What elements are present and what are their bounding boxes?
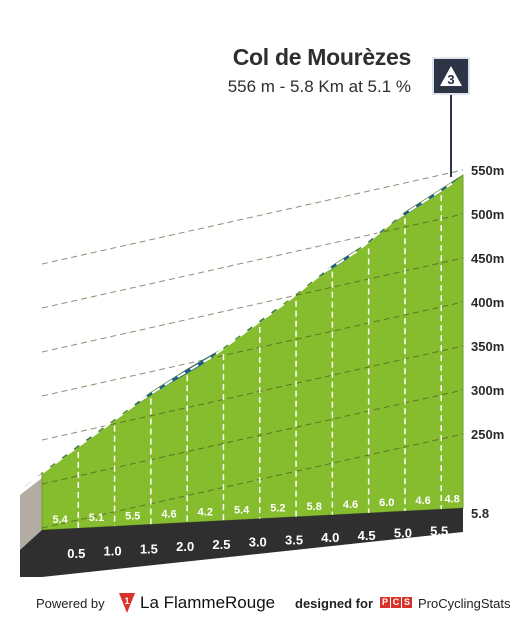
pcs-letter: P bbox=[380, 597, 390, 608]
flamme-rouge-logo-icon: 1 bbox=[119, 593, 135, 613]
elevation-gridline bbox=[41, 301, 464, 397]
segment-gradient-label: 4.6 bbox=[415, 495, 430, 507]
climb-stats: 556 m - 5.8 Km at 5.1 % bbox=[227, 77, 411, 96]
profile-fill bbox=[41, 174, 464, 531]
x-tick-label: 5.0 bbox=[394, 526, 412, 541]
category-triangle-icon bbox=[440, 66, 462, 86]
x-tick-label: 4.5 bbox=[358, 528, 376, 543]
elevation-gridline bbox=[41, 257, 464, 353]
pcs-logo: P C S bbox=[380, 597, 412, 608]
x-end-label: 5.8 bbox=[471, 506, 489, 521]
elevation-gridline bbox=[41, 345, 464, 441]
x-tick-label: 4.0 bbox=[321, 530, 339, 545]
x-tick-label: 0.5 bbox=[67, 546, 85, 561]
road-band bbox=[20, 175, 463, 490]
x-tick-label: 3.5 bbox=[285, 532, 303, 547]
distance-base bbox=[20, 508, 463, 577]
y-tick-label: 400m bbox=[471, 295, 504, 310]
climb-title: Col de Mourèzes bbox=[232, 44, 412, 70]
powered-by-label: Powered by bbox=[36, 596, 105, 611]
chart-labels: 250m 300m 350m 400m 450m 500m 550m 0.5 1.0 1.5 2.0… bbox=[52, 93, 504, 561]
brand-name: La FlammeRouge bbox=[140, 593, 276, 612]
segment-gradient-label: 4.8 bbox=[444, 494, 459, 506]
y-tick-label: 500m bbox=[471, 207, 504, 222]
segment-gradient-label: 5.8 bbox=[307, 501, 322, 513]
x-tick-label: 3.0 bbox=[249, 535, 267, 550]
pcs-letter: C bbox=[391, 597, 401, 608]
y-tick-label: 350m bbox=[471, 339, 504, 354]
y-tick-label: 450m bbox=[471, 251, 504, 266]
distance-base-band bbox=[20, 508, 463, 577]
x-tick-label: 1.5 bbox=[140, 541, 158, 556]
y-tick-label: 550m bbox=[471, 163, 504, 178]
road-center-stripe bbox=[30, 182, 453, 483]
designed-for-label: designed for bbox=[295, 596, 374, 611]
segment-gradient-label: 5.4 bbox=[234, 505, 250, 517]
x-tick-label: 2.0 bbox=[176, 539, 194, 554]
elevation-gridline bbox=[41, 389, 464, 485]
gridlines bbox=[41, 169, 464, 529]
segment-gradient-label: 4.6 bbox=[161, 508, 176, 520]
segment-gradient-label: 4.2 bbox=[198, 506, 213, 518]
segment-gradient-label: 5.2 bbox=[270, 503, 285, 515]
elevation-gridline bbox=[41, 213, 464, 309]
segment-gradient-label: 5.4 bbox=[52, 514, 68, 526]
segment-gradient-label: 5.5 bbox=[125, 510, 140, 522]
svg-text:1: 1 bbox=[124, 596, 129, 606]
pcs-letter: S bbox=[402, 597, 412, 608]
elevation-gridline bbox=[41, 433, 464, 529]
y-tick-label: 300m bbox=[471, 383, 504, 398]
pcs-name: ProCyclingStats bbox=[418, 596, 511, 611]
y-tick-label: 250m bbox=[471, 427, 504, 442]
elevation-gridline bbox=[41, 169, 464, 265]
segment-gradient-label: 4.6 bbox=[343, 499, 358, 511]
segment-gradient-label: 5.1 bbox=[89, 512, 104, 524]
category-badge: 3 bbox=[432, 57, 470, 95]
category-number: 3 bbox=[447, 72, 455, 87]
x-tick-label: 2.5 bbox=[212, 537, 230, 552]
x-tick-label: 5.5 bbox=[430, 523, 448, 538]
segment-gradient-label: 6.0 bbox=[379, 497, 394, 509]
x-tick-label: 1.0 bbox=[104, 544, 122, 559]
